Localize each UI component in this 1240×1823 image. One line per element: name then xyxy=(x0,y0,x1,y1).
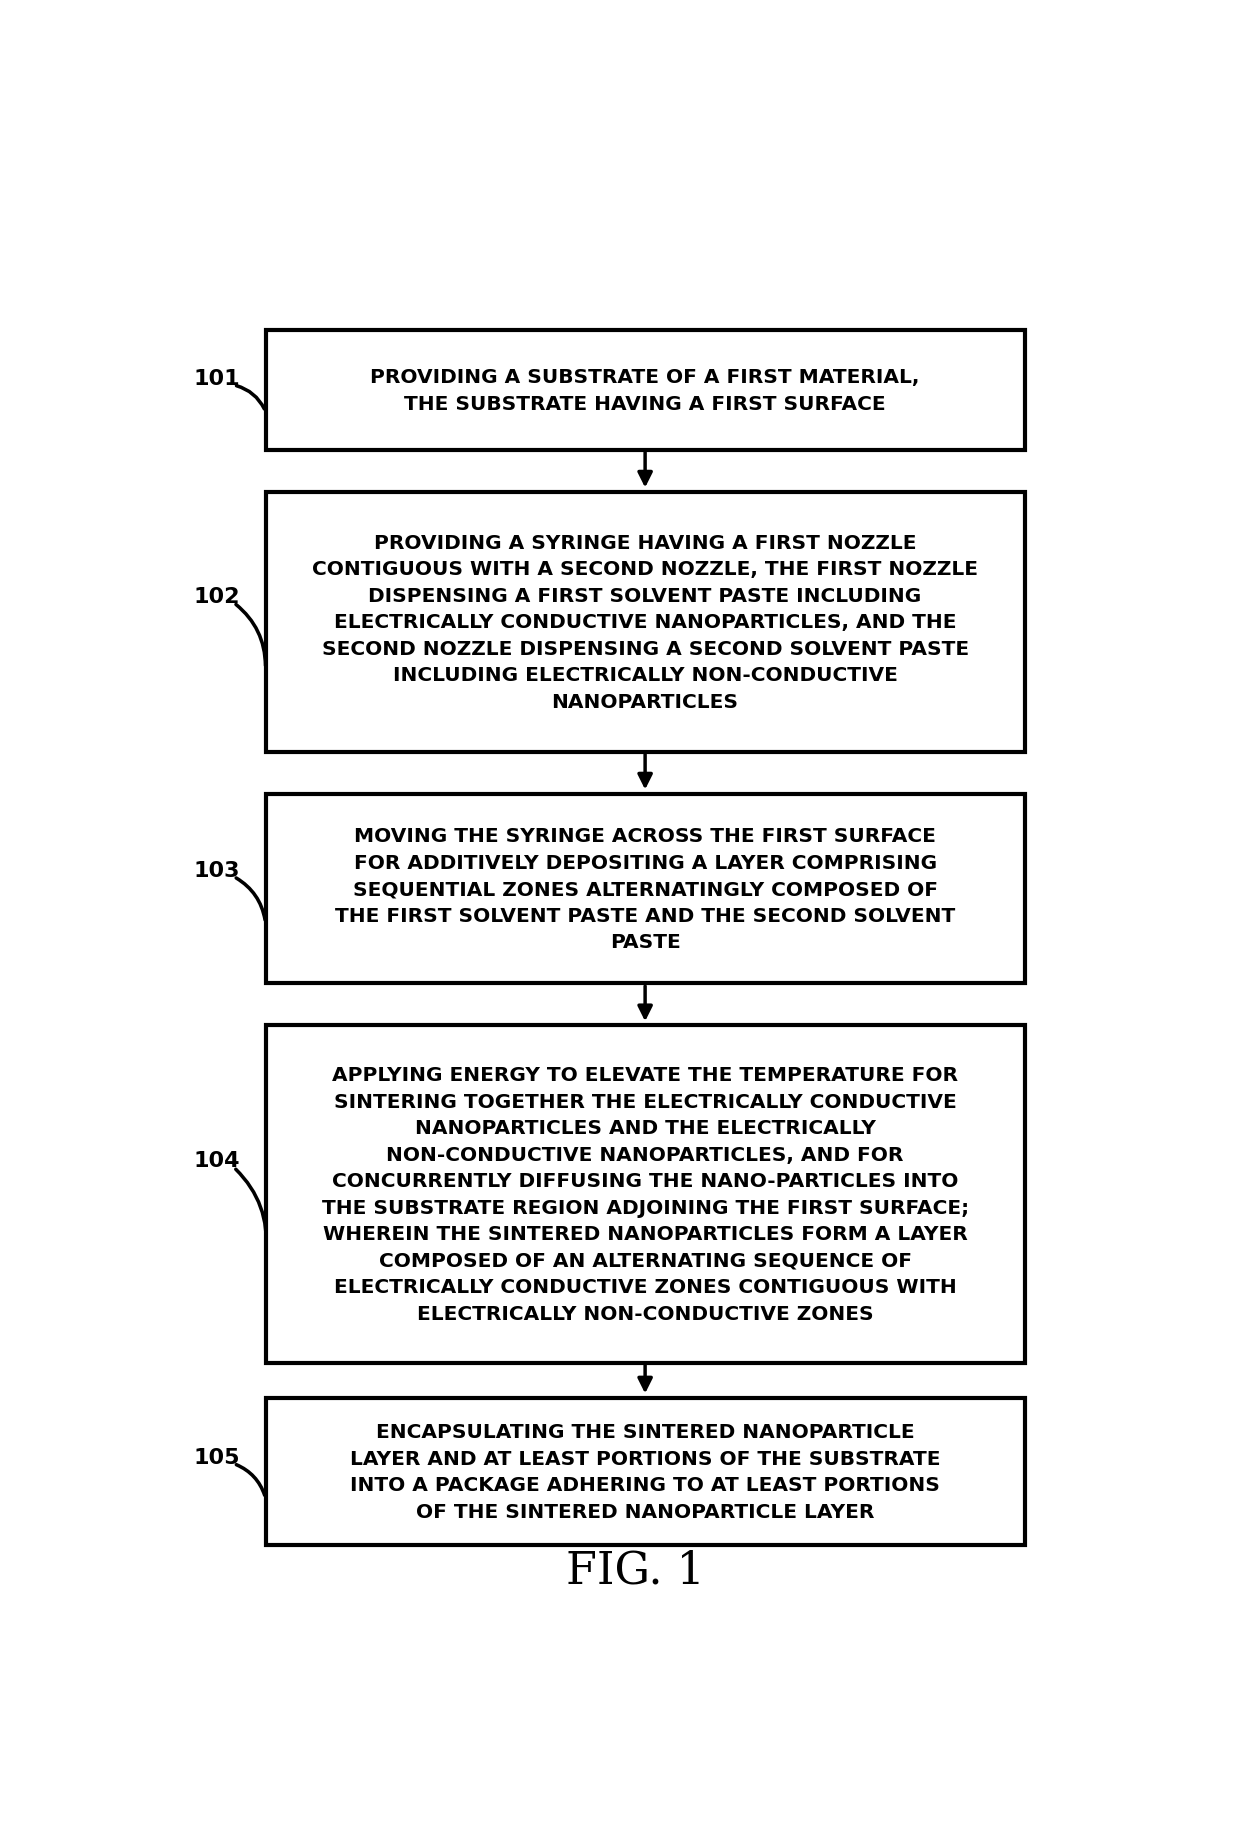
Text: MOVING THE SYRINGE ACROSS THE FIRST SURFACE
FOR ADDITIVELY DEPOSITING A LAYER CO: MOVING THE SYRINGE ACROSS THE FIRST SURF… xyxy=(335,826,955,952)
Text: ENCAPSULATING THE SINTERED NANOPARTICLE
LAYER AND AT LEAST PORTIONS OF THE SUBST: ENCAPSULATING THE SINTERED NANOPARTICLE … xyxy=(350,1422,940,1520)
Bar xyxy=(265,332,1024,450)
Bar xyxy=(265,1026,1024,1364)
Text: 104: 104 xyxy=(193,1150,241,1170)
Bar xyxy=(265,492,1024,753)
Text: FIG. 1: FIG. 1 xyxy=(567,1548,704,1591)
Text: APPLYING ENERGY TO ELEVATE THE TEMPERATURE FOR
SINTERING TOGETHER THE ELECTRICAL: APPLYING ENERGY TO ELEVATE THE TEMPERATU… xyxy=(321,1066,968,1323)
Text: 101: 101 xyxy=(193,368,241,388)
Text: 105: 105 xyxy=(193,1447,241,1468)
Text: PROVIDING A SUBSTRATE OF A FIRST MATERIAL,
THE SUBSTRATE HAVING A FIRST SURFACE: PROVIDING A SUBSTRATE OF A FIRST MATERIA… xyxy=(371,368,920,414)
Text: 102: 102 xyxy=(193,587,241,607)
Bar xyxy=(265,795,1024,984)
Text: 103: 103 xyxy=(193,860,241,881)
Text: PROVIDING A SYRINGE HAVING A FIRST NOZZLE
CONTIGUOUS WITH A SECOND NOZZLE, THE F: PROVIDING A SYRINGE HAVING A FIRST NOZZL… xyxy=(312,534,978,711)
Bar xyxy=(265,1398,1024,1546)
